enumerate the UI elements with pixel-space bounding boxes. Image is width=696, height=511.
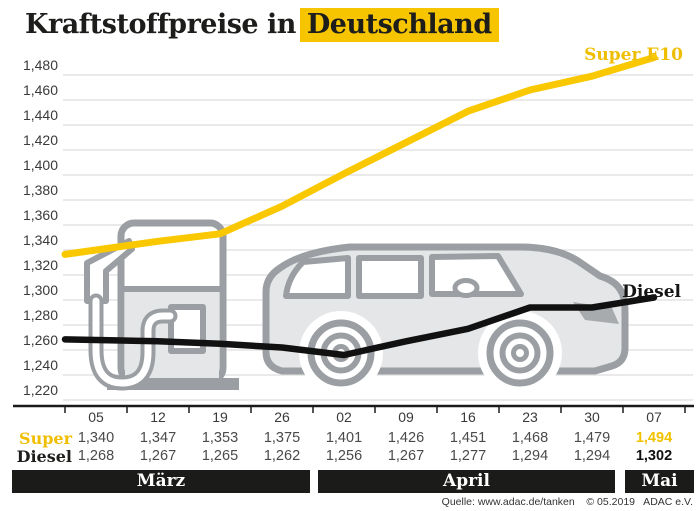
title-text: Kraftstoffpreise in: [25, 9, 296, 40]
table-diesel-value-latest: 1,302: [635, 448, 673, 464]
table-super-value: 1,479: [573, 430, 611, 446]
table-diesel-value: 1,294: [511, 448, 549, 464]
table-date: 26: [274, 409, 290, 425]
month-bar-april: April: [318, 470, 615, 493]
y-axis-label: 1,420: [22, 132, 58, 148]
table-diesel-value: 1,294: [573, 448, 611, 464]
table-diesel-value: 1,256: [325, 448, 363, 464]
y-axis-label: 1,280: [22, 307, 58, 323]
table-date: 07: [646, 409, 662, 425]
pump-hose-inner: [92, 297, 174, 387]
y-axis-label: 1,340: [22, 232, 58, 248]
y-axis-label: 1,240: [22, 357, 58, 373]
table-date: 02: [336, 409, 352, 425]
table-super-value: 1,468: [511, 430, 549, 446]
table-diesel-value: 1,277: [449, 448, 487, 464]
table-date: 23: [522, 409, 538, 425]
table-super-value: 1,375: [263, 430, 301, 446]
y-axis-label: 1,400: [22, 157, 58, 173]
table-super-value: 1,451: [449, 430, 487, 446]
table-super-row: 1,340 1,347 1,353 1,375 1,401 1,426 1,45…: [65, 430, 685, 446]
front-wheel: [486, 319, 554, 387]
table-date: 05: [88, 409, 104, 425]
y-axis-label: 1,380: [22, 182, 58, 198]
row-label-diesel: Diesel: [16, 447, 72, 466]
title-highlight: Deutschland: [299, 8, 499, 42]
table-date: 19: [212, 409, 228, 425]
legend-super-e10-label: Super E10: [584, 45, 683, 65]
table-super-value-latest: 1,494: [635, 430, 673, 446]
front-wheel-rim: [499, 332, 541, 374]
table-super-value: 1,401: [325, 430, 363, 446]
y-axis-label: 1,300: [22, 282, 58, 298]
table-diesel-value: 1,265: [201, 448, 239, 464]
source-note: Quelle: www.adac.de/tanken © 05.2019 ADA…: [441, 496, 693, 508]
y-axis-label: 1,220: [22, 382, 58, 398]
table-super-value: 1,353: [201, 430, 239, 446]
car-illustration: [262, 243, 629, 395]
month-bar-maerz: März: [12, 470, 310, 493]
car-mirror: [452, 278, 480, 298]
pump-nozzle: [84, 238, 135, 304]
car-rear-window: [283, 255, 351, 299]
table-date: 09: [398, 409, 414, 425]
table-super-value: 1,340: [77, 430, 115, 446]
diesel-line: [61, 294, 658, 359]
super-e10-line: [61, 54, 658, 258]
table-diesel-value: 1,262: [263, 448, 301, 464]
front-wheel-hub: [511, 344, 529, 362]
legend-diesel-label: Diesel: [622, 282, 681, 302]
page-title: Kraftstoffpreise in Deutschland: [25, 8, 499, 42]
y-axis-label: 1,460: [22, 82, 58, 98]
y-axis-label: 1,440: [22, 107, 58, 123]
table-date: 16: [460, 409, 476, 425]
y-axis-label: 1,320: [22, 257, 58, 273]
car-middle-window: [356, 255, 424, 299]
table-super-value: 1,347: [139, 430, 177, 446]
table-date: 30: [584, 409, 600, 425]
table-diesel-value: 1,268: [77, 448, 115, 464]
table-diesel-value: 1,267: [139, 448, 177, 464]
table-diesel-row: 1,268 1,267 1,265 1,262 1,256 1,267 1,27…: [65, 448, 685, 464]
month-bar-mai: Mai: [625, 470, 694, 493]
y-axis-label: 1,360: [22, 207, 58, 223]
y-axis-label: 1,260: [22, 332, 58, 348]
table-date-row: 05 12 19 26 02 09 16 23 30 07: [65, 409, 685, 425]
table-date: 12: [150, 409, 166, 425]
row-label-super: Super: [19, 429, 72, 448]
table-diesel-value: 1,267: [387, 448, 425, 464]
table-super-value: 1,426: [387, 430, 425, 446]
y-axis-label: 1,480: [22, 57, 58, 73]
x-axis-ticks: [64, 406, 686, 413]
